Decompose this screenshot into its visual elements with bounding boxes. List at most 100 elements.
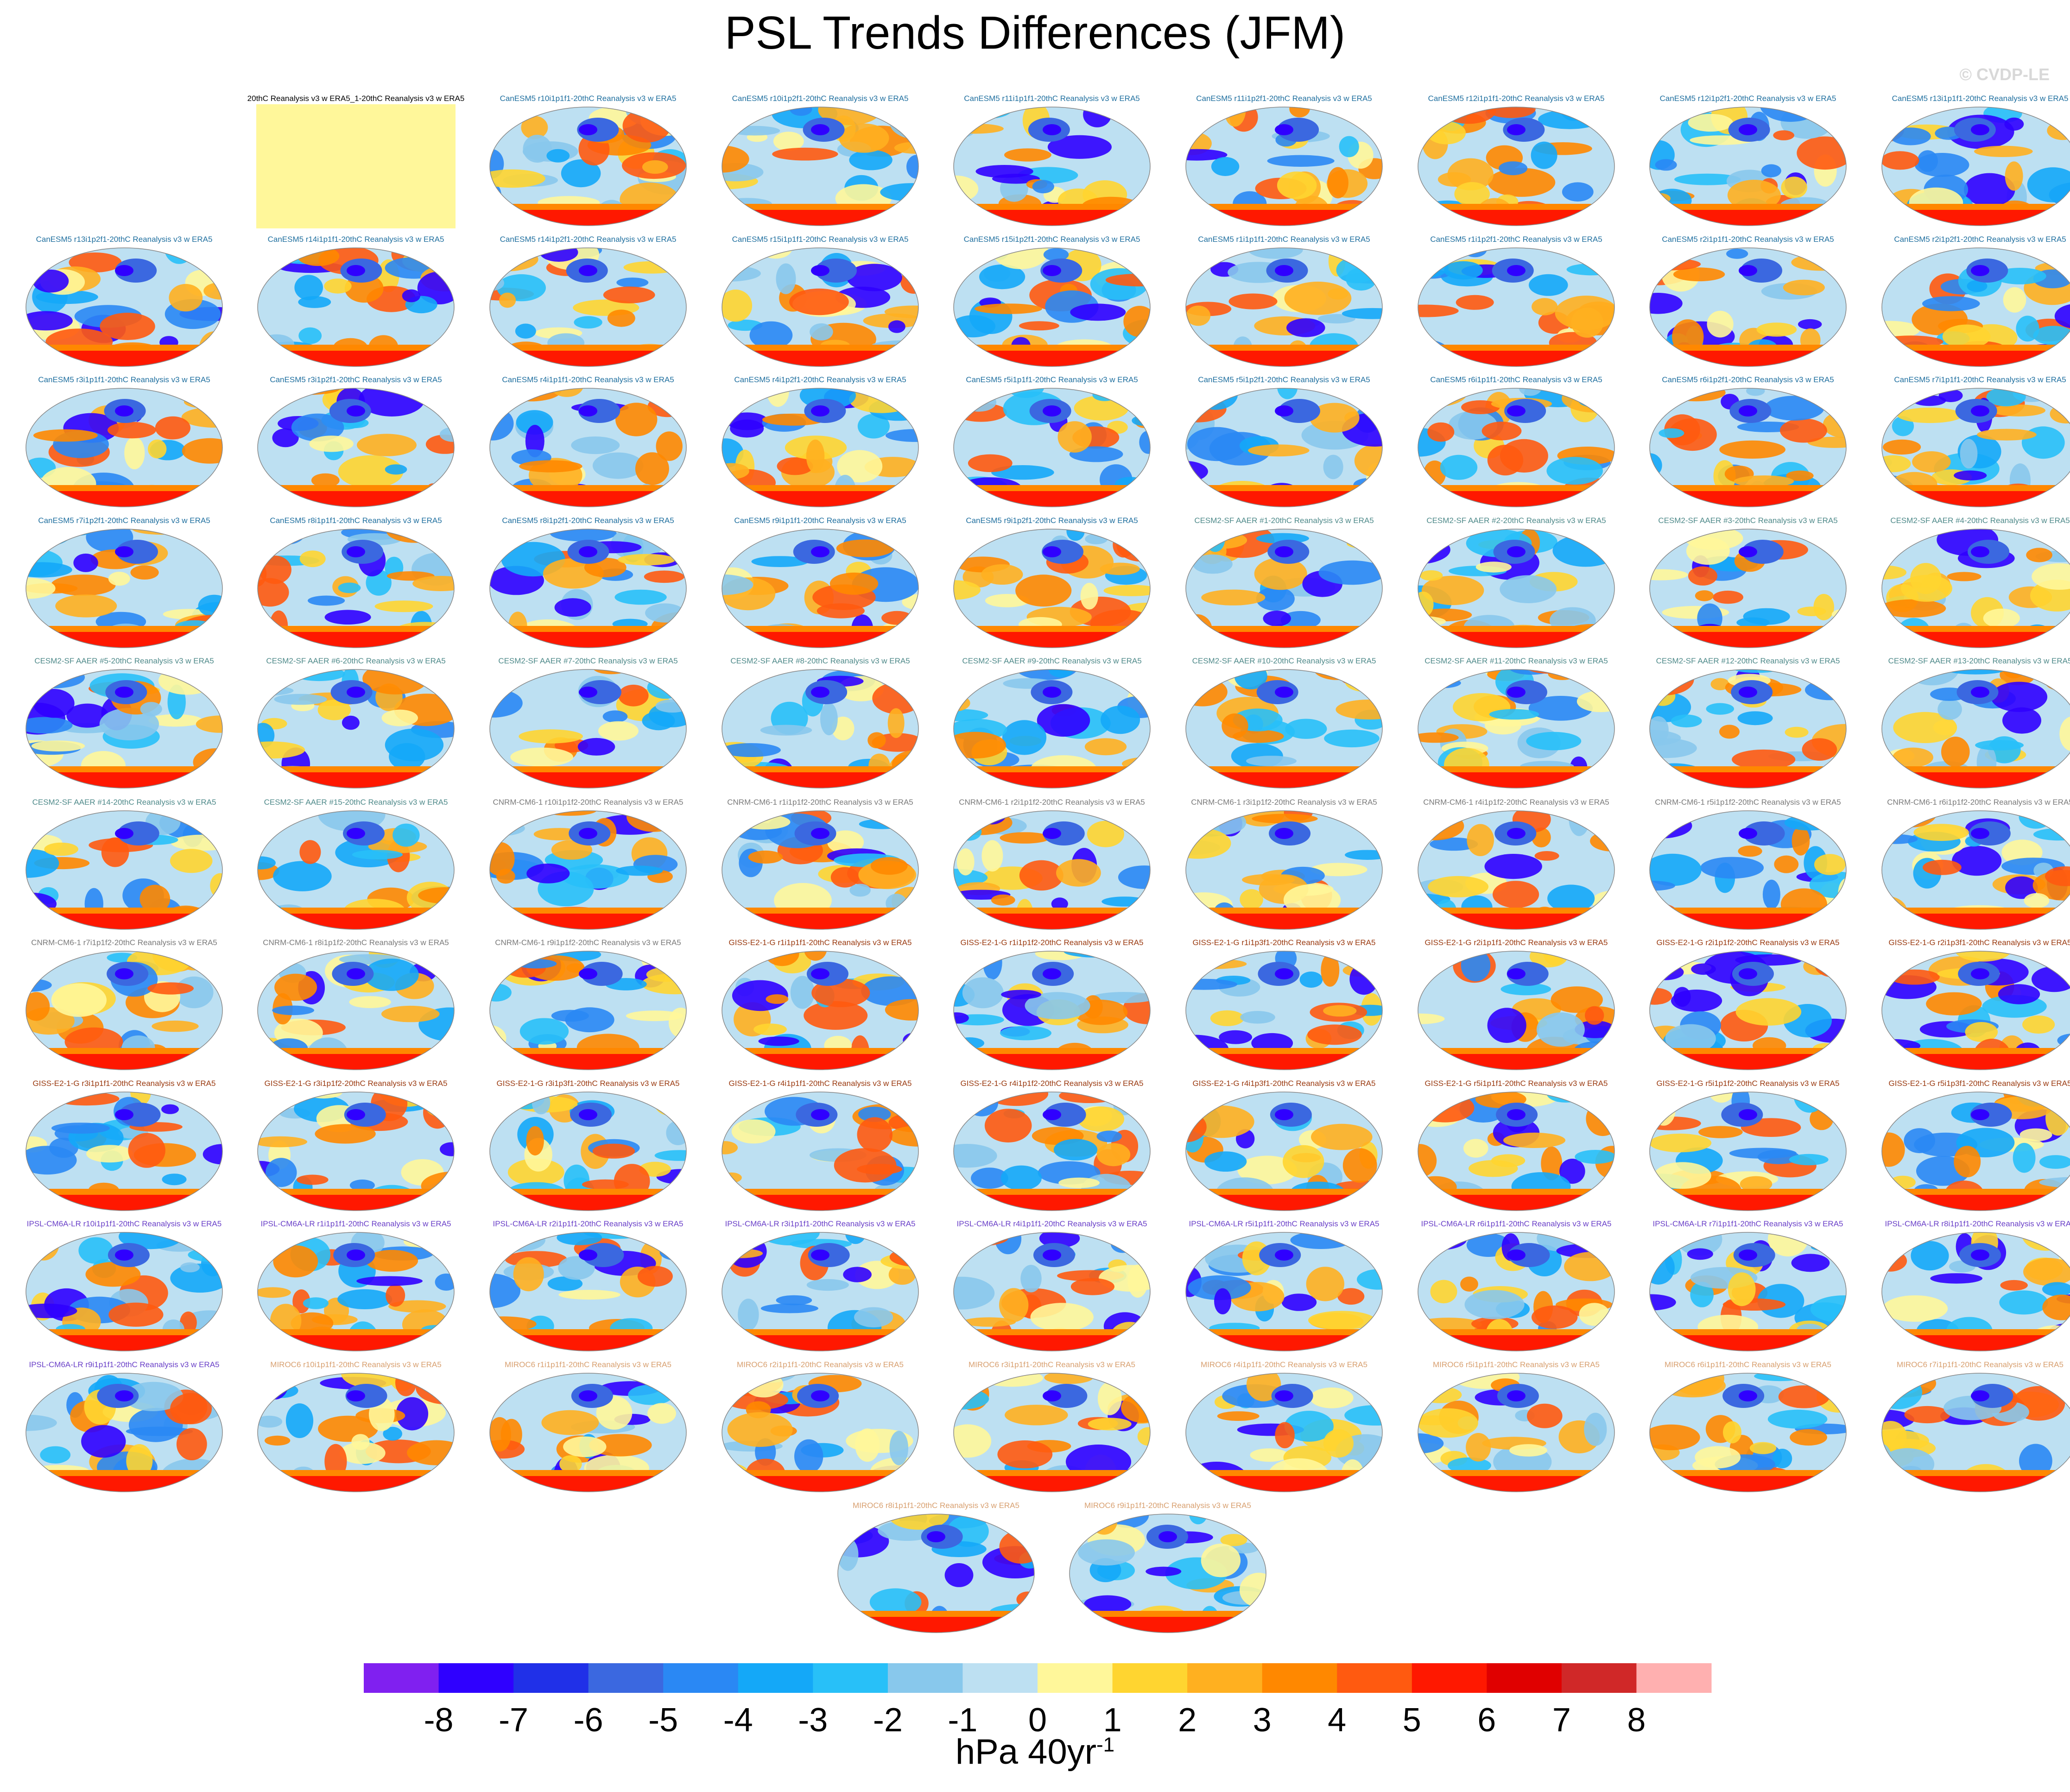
map-outline <box>489 810 687 930</box>
field-blob <box>1941 737 1970 767</box>
panel-title: CanESM5 r7i1p1f1-20thC Reanalysis v3 w E… <box>1894 375 2066 384</box>
field-blob <box>1736 617 1770 628</box>
field-blob <box>1123 811 1150 814</box>
map-plot <box>489 529 687 648</box>
field-blob <box>292 1289 310 1313</box>
field-blob <box>1695 590 1714 601</box>
field-blob <box>592 1143 635 1159</box>
field-blob <box>726 956 755 969</box>
field-low <box>115 259 157 283</box>
field-blob <box>1254 557 1307 590</box>
field-low <box>1971 1109 1989 1120</box>
map-panel: CanESM5 r5i1p2f1-20thC Reanalysis v3 w E… <box>1168 375 1400 510</box>
field-low <box>1739 968 1757 979</box>
field-blob <box>889 1431 909 1465</box>
field-low <box>927 1531 945 1542</box>
field-blob <box>647 1403 676 1424</box>
field-blob <box>274 973 317 1001</box>
field-blob <box>607 309 635 327</box>
field-blob <box>2005 876 2038 899</box>
field-blob <box>1532 827 1551 848</box>
field-blob <box>1070 1514 1095 1538</box>
panel-title: IPSL-CM6A-LR r8i1p1f1-20thC Reanalysis v… <box>1885 1219 2070 1228</box>
field-blob <box>1286 318 1325 337</box>
field-blob <box>749 321 793 349</box>
field-blob <box>1913 824 1969 841</box>
field-blob <box>123 1382 184 1411</box>
field-low <box>1507 1390 1526 1401</box>
map-outline <box>1881 1232 2070 1351</box>
field-blob <box>1430 1280 1457 1304</box>
field-blob <box>1352 107 1382 118</box>
map-outline <box>1418 1373 1615 1492</box>
field-blob <box>1418 591 1434 618</box>
field-blob <box>1575 1150 1614 1164</box>
panel-title: GISS-E2-1-G r1i1p3f1-20thC Reanalysis v3… <box>1192 938 1376 947</box>
field-blob <box>1101 896 1147 907</box>
field-blob <box>1581 1475 1614 1492</box>
map-panel: CESM2-SF AAER #2-20thC Reanalysis v3 w E… <box>1400 516 1632 650</box>
field-low <box>1739 1390 1757 1401</box>
field-blob <box>1139 430 1150 454</box>
field-blob <box>26 669 85 688</box>
field-blob <box>402 289 421 303</box>
map-outline <box>1418 951 1615 1070</box>
field-blob <box>490 351 516 366</box>
field-blob <box>1189 248 1215 265</box>
field-low <box>579 405 597 416</box>
field-blob <box>1475 562 1512 573</box>
field-blob <box>1485 716 1521 735</box>
panel-title: CanESM5 r8i1p2f1-20thC Reanalysis v3 w E… <box>502 516 674 525</box>
field-blob <box>1983 608 2020 628</box>
field-blob <box>1991 681 2048 712</box>
field-blob <box>965 1092 999 1117</box>
map-plot <box>257 810 455 930</box>
field-blob <box>1761 164 1781 177</box>
map-plot <box>1418 1232 1615 1351</box>
field-blob <box>1650 1331 1672 1351</box>
field-blob <box>1527 1403 1563 1428</box>
field-blob <box>1529 274 1568 296</box>
field-blob <box>674 670 686 686</box>
panel-title: CanESM5 r5i1p1f1-20thC Reanalysis v3 w E… <box>966 375 1138 384</box>
field-low <box>115 405 133 416</box>
field-blob <box>1420 677 1461 688</box>
field-blob <box>35 248 62 256</box>
field-blob <box>2056 669 2070 678</box>
field-blob <box>516 410 553 435</box>
field-blob <box>1947 572 1981 581</box>
field-blob <box>1791 1254 1830 1272</box>
field-low <box>1971 828 1989 839</box>
field-blob <box>1337 1288 1365 1305</box>
map-plot <box>953 1092 1151 1211</box>
map-panel: GISS-E2-1-G r3i1p1f1-20thC Reanalysis v3… <box>8 1079 240 1213</box>
field-blob <box>1493 881 1539 908</box>
field-blob <box>1249 1516 1266 1538</box>
field-blob <box>26 358 38 366</box>
field-blob <box>1228 293 1278 309</box>
field-blob <box>1538 109 1602 129</box>
field-blob <box>626 1010 684 1022</box>
field-blob <box>1826 1373 1846 1400</box>
map-plot <box>1881 810 2070 930</box>
field-blob <box>86 1145 133 1163</box>
field-blob <box>1922 296 1980 311</box>
field-blob <box>1914 153 1969 177</box>
field-blob <box>1893 712 1957 743</box>
field-low <box>117 821 159 846</box>
field-blob <box>2054 303 2070 329</box>
map-plot <box>1881 247 2070 367</box>
field-blob <box>1790 1429 1827 1446</box>
field-blob <box>1323 1005 1357 1017</box>
field-blob <box>1602 903 1614 929</box>
field-blob <box>1666 1232 1697 1242</box>
field-blob <box>1354 444 1382 478</box>
field-blob <box>413 778 454 788</box>
field-blob <box>532 1092 551 1115</box>
field-low <box>1275 1109 1293 1120</box>
field-blob <box>274 1060 298 1070</box>
panel-title: CanESM5 r1i1p2f1-20thC Reanalysis v3 w E… <box>1430 235 1602 244</box>
field-blob <box>810 323 833 341</box>
field-blob <box>984 1109 1032 1142</box>
field-blob <box>1977 429 2037 441</box>
